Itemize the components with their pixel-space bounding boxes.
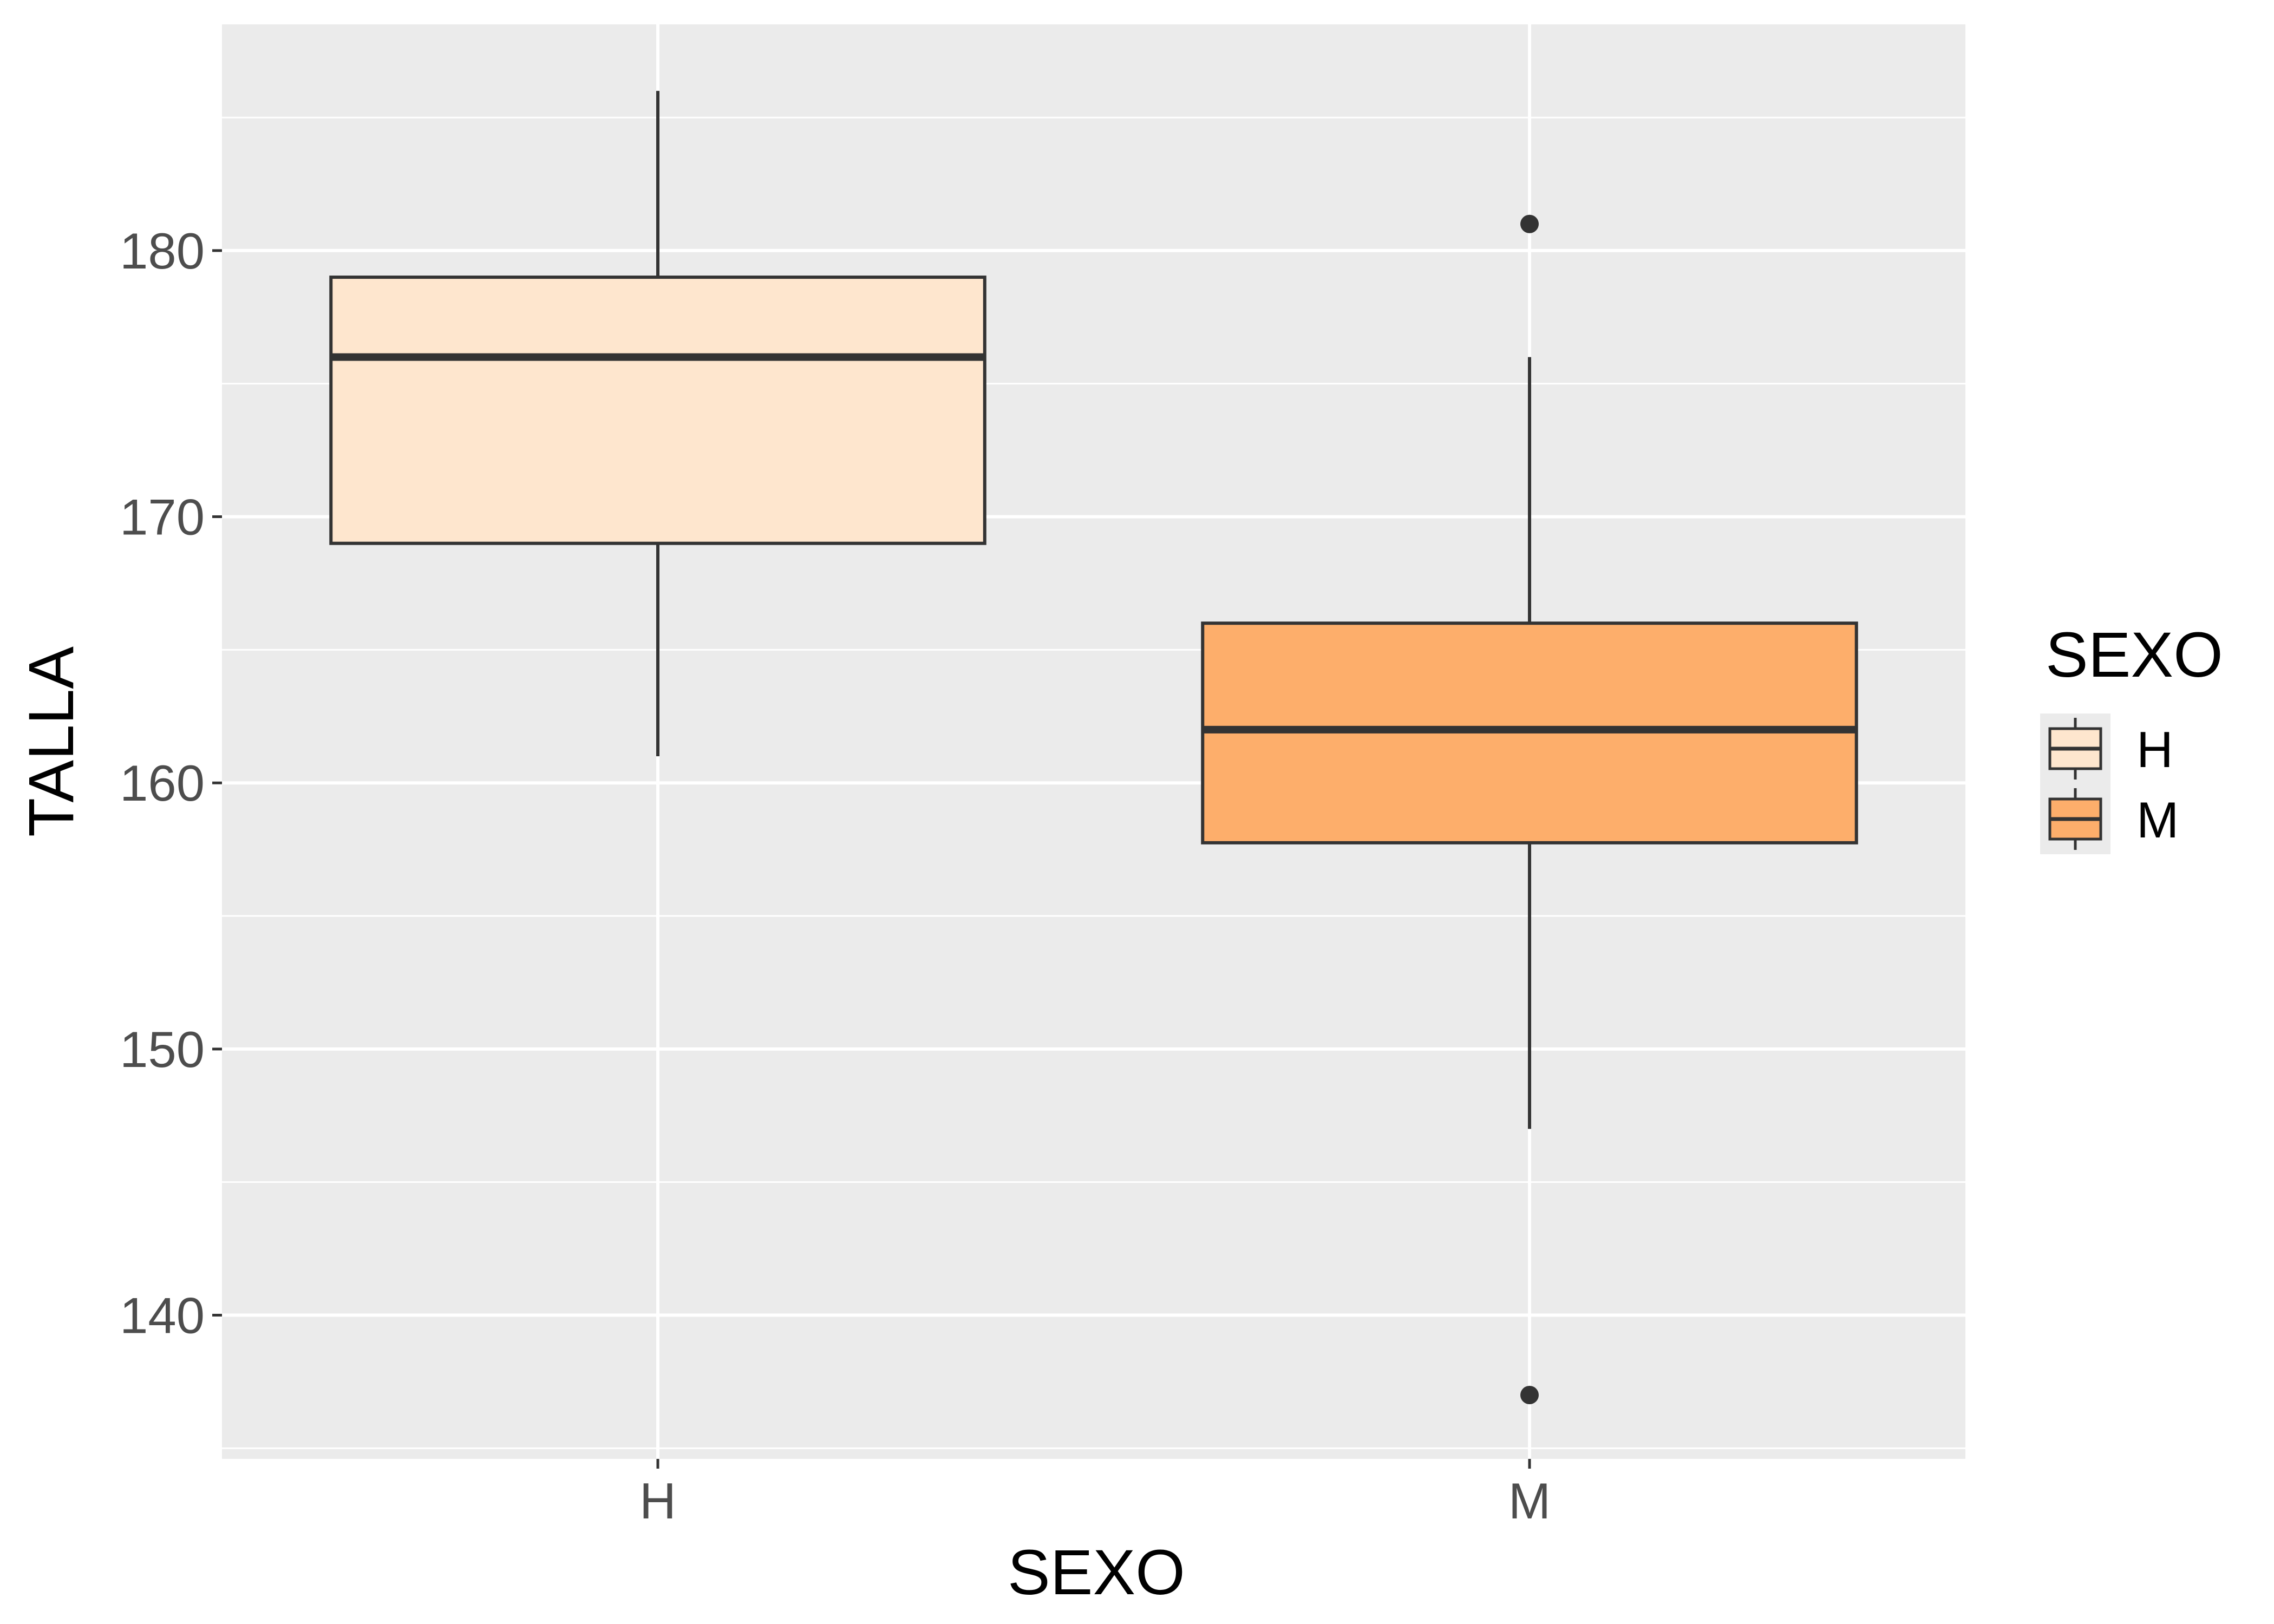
y-tick-label: 170 xyxy=(120,489,205,546)
legend-item-h: H xyxy=(2040,713,2173,784)
box-h xyxy=(329,90,986,757)
x-tick-label: M xyxy=(1508,1472,1551,1529)
outlier-point xyxy=(1520,1386,1539,1405)
x-axis-title: SEXO xyxy=(1008,1537,1185,1608)
axes-layer: 140 150 160 170 180 H M xyxy=(120,222,1551,1529)
y-tick-label: 180 xyxy=(120,222,205,279)
box-m xyxy=(1201,214,1858,1405)
legend-label: H xyxy=(2136,721,2173,778)
boxes-layer xyxy=(329,90,1858,1405)
outlier-point xyxy=(1520,214,1539,233)
legend-title: SEXO xyxy=(2046,619,2223,691)
box-body xyxy=(329,276,986,545)
y-tick-label: 140 xyxy=(120,1287,205,1344)
y-tick-label: 150 xyxy=(120,1021,205,1078)
x-tick-label: H xyxy=(639,1472,676,1529)
y-axis-title: TALLA xyxy=(16,646,87,837)
legend-label: M xyxy=(2136,791,2179,848)
y-tick-label: 160 xyxy=(120,755,205,811)
legend: SEXO HM xyxy=(2040,619,2223,854)
legend-item-m: M xyxy=(2040,784,2179,854)
